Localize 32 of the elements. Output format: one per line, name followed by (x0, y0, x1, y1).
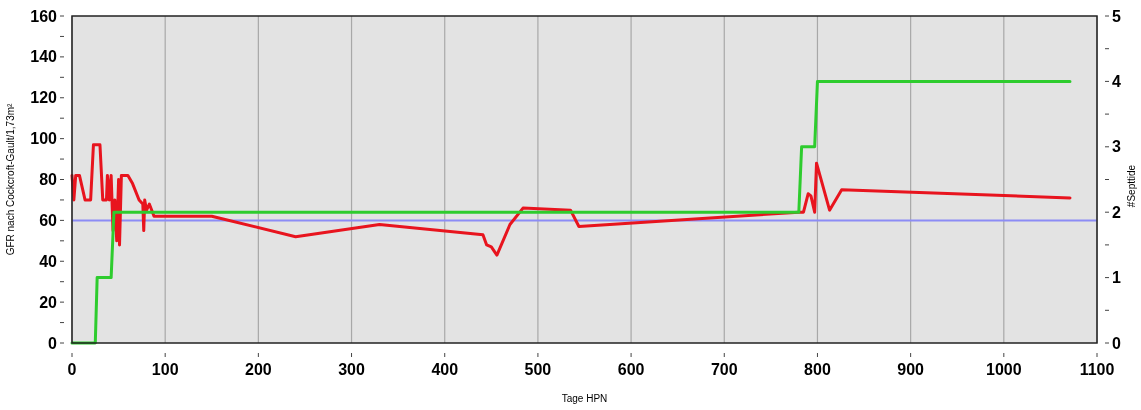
x-tick-label: 800 (804, 361, 831, 378)
x-axis-title: Tage HPN (561, 393, 608, 404)
x-tick-label: 900 (897, 361, 925, 378)
y-tick-label: 160 (30, 7, 58, 25)
y-tick-label: 0 (48, 334, 58, 352)
y2-tick-label: 4 (1112, 73, 1121, 90)
x-tick-label: 1000 (986, 361, 1022, 378)
y-tick-label: 140 (30, 48, 58, 66)
y-tick-label: 60 (39, 211, 58, 229)
x-tick-label: 600 (617, 361, 645, 378)
y-tick-label: 20 (39, 293, 58, 311)
x-tick-label: 0 (67, 361, 77, 378)
y-tick-label: 80 (39, 171, 58, 189)
x-tick-label: 700 (710, 361, 738, 378)
x-tick-label: 400 (431, 361, 459, 378)
y-tick-label: 40 (39, 252, 58, 270)
y2-tick-label: 2 (1112, 203, 1121, 221)
x-tick-label: 1100 (1079, 361, 1115, 378)
line-series (70, 143, 1072, 257)
y2-tick-label: 5 (1112, 7, 1121, 25)
y-tick-label: 120 (30, 89, 58, 107)
y2-tick-label: 3 (1112, 138, 1121, 156)
y-axis-title: GFR nach Cockcroft-Gault/1,73m² (5, 102, 16, 256)
line-series (70, 79, 1072, 345)
x-tick-label: 300 (338, 361, 365, 378)
x-tick-label: 200 (245, 361, 272, 378)
y-tick-label: 100 (30, 130, 58, 148)
y2-axis-title: #Septtide (1126, 164, 1137, 208)
y2-tick-label: 1 (1112, 269, 1121, 287)
x-tick-label: 500 (524, 361, 552, 378)
y2-tick-label: 0 (1112, 334, 1121, 352)
x-tick-label: 100 (151, 361, 179, 378)
